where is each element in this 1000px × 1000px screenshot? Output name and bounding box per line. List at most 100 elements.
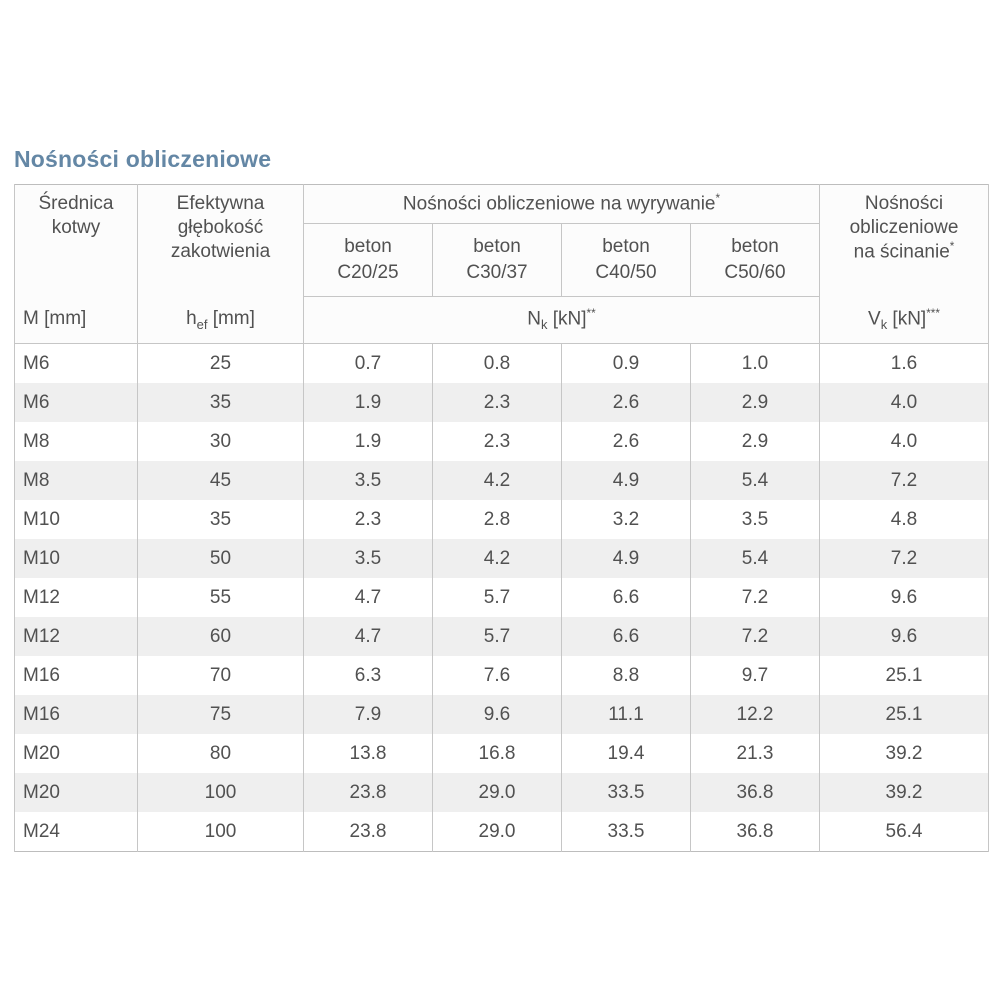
- anchor-size-cell: M6: [14, 343, 138, 383]
- value-cell: 6.6: [561, 578, 691, 617]
- anchor-size-cell: M16: [14, 656, 138, 695]
- value-cell: 4.9: [561, 539, 691, 578]
- value-cell: 9.6: [432, 695, 562, 734]
- table-row: M16 70 6.3 7.6 8.8 9.7 25.1: [14, 656, 989, 695]
- table-row: M6 25 0.7 0.8 0.9 1.0 1.6: [14, 343, 989, 383]
- value-cell: 5.7: [432, 617, 562, 656]
- value-cell: 7.2: [690, 617, 820, 656]
- anchor-diameter-label: Średnica kotwy: [38, 193, 114, 238]
- anchor-size-cell: M20: [14, 734, 138, 773]
- anchor-size-cell: M20: [14, 773, 138, 812]
- value-cell: 1.6: [819, 343, 989, 383]
- shear-stack: Nośności obliczeniowe na ścinanie* Vk [k…: [820, 185, 988, 341]
- value-cell: 4.0: [819, 383, 989, 422]
- value-cell: 36.8: [690, 773, 820, 812]
- value-cell: 21.3: [690, 734, 820, 773]
- value-cell: 3.5: [303, 461, 433, 500]
- value-cell: 3.5: [303, 539, 433, 578]
- value-cell: 56.4: [819, 812, 989, 852]
- header-concrete-c50-60: beton C50/60: [690, 223, 820, 297]
- anchor-size-cell: M10: [14, 539, 138, 578]
- value-cell: 5.4: [690, 539, 820, 578]
- anchor-size-cell: M6: [14, 383, 138, 422]
- value-cell: 7.2: [819, 461, 989, 500]
- value-cell: 16.8: [432, 734, 562, 773]
- header-concrete-c20-25: beton C20/25: [303, 223, 433, 297]
- value-cell: 36.8: [690, 812, 820, 852]
- capacity-table: Średnica kotwy M [mm] Efektywna głębokoś…: [14, 184, 989, 852]
- value-cell: 1.9: [303, 383, 433, 422]
- header-concrete-c30-37: beton C30/37: [432, 223, 562, 297]
- value-cell: 0.8: [432, 343, 562, 383]
- value-cell: 0.9: [561, 343, 691, 383]
- anchor-size-cell: M12: [14, 578, 138, 617]
- table-row: M8 45 3.5 4.2 4.9 5.4 7.2: [14, 461, 989, 500]
- table-body: M6 25 0.7 0.8 0.9 1.0 1.6 M6 35 1.9 2.3 2.6 2.9 4.0 M8…: [14, 343, 989, 852]
- value-cell: 7.2: [690, 578, 820, 617]
- value-cell: 5.4: [690, 461, 820, 500]
- table-row: M6 35 1.9 2.3 2.6 2.9 4.0: [14, 383, 989, 422]
- value-cell: 25: [137, 343, 304, 383]
- value-cell: 19.4: [561, 734, 691, 773]
- table-row: M12 55 4.7 5.7 6.6 7.2 9.6: [14, 578, 989, 617]
- anchor-size-cell: M24: [14, 812, 138, 852]
- table-row: M20 100 23.8 29.0 33.5 36.8 39.2: [14, 773, 989, 812]
- value-cell: 23.8: [303, 773, 433, 812]
- value-cell: 12.2: [690, 695, 820, 734]
- value-cell: 23.8: [303, 812, 433, 852]
- header-pullout-group: Nośności obliczeniowe na wyrywanie*: [303, 184, 820, 224]
- value-cell: 3.2: [561, 500, 691, 539]
- value-cell: 2.9: [690, 422, 820, 461]
- anchor-size-cell: M16: [14, 695, 138, 734]
- value-cell: 0.7: [303, 343, 433, 383]
- value-cell: 80: [137, 734, 304, 773]
- value-cell: 4.0: [819, 422, 989, 461]
- value-cell: 39.2: [819, 773, 989, 812]
- value-cell: 39.2: [819, 734, 989, 773]
- value-cell: 2.6: [561, 383, 691, 422]
- value-cell: 55: [137, 578, 304, 617]
- anchor-size-cell: M10: [14, 500, 138, 539]
- anchor-size-cell: M12: [14, 617, 138, 656]
- value-cell: 29.0: [432, 812, 562, 852]
- effective-depth-stack: Efektywna głębokość zakotwienia hef [mm]: [138, 185, 303, 341]
- value-cell: 50: [137, 539, 304, 578]
- header-shear: Nośności obliczeniowe na ścinanie* Vk [k…: [819, 184, 989, 344]
- value-cell: 9.7: [690, 656, 820, 695]
- header-effective-depth: Efektywna głębokość zakotwienia hef [mm]: [137, 184, 304, 344]
- value-cell: 25.1: [819, 695, 989, 734]
- value-cell: 29.0: [432, 773, 562, 812]
- value-cell: 8.8: [561, 656, 691, 695]
- value-cell: 45: [137, 461, 304, 500]
- value-cell: 2.3: [432, 422, 562, 461]
- table-row: M12 60 4.7 5.7 6.6 7.2 9.6: [14, 617, 989, 656]
- table-row: M16 75 7.9 9.6 11.1 12.2 25.1: [14, 695, 989, 734]
- shear-label: Nośności obliczeniowe na ścinanie*: [849, 193, 959, 262]
- value-cell: 7.9: [303, 695, 433, 734]
- value-cell: 100: [137, 812, 304, 852]
- value-cell: 2.6: [561, 422, 691, 461]
- value-cell: 35: [137, 383, 304, 422]
- effective-depth-unit: hef [mm]: [186, 308, 255, 332]
- value-cell: 25.1: [819, 656, 989, 695]
- value-cell: 4.7: [303, 578, 433, 617]
- value-cell: 1.9: [303, 422, 433, 461]
- header-anchor-diameter: Średnica kotwy M [mm]: [14, 184, 138, 344]
- value-cell: 2.3: [303, 500, 433, 539]
- value-cell: 33.5: [561, 773, 691, 812]
- anchor-diameter-unit: M [mm]: [23, 308, 87, 329]
- value-cell: 4.9: [561, 461, 691, 500]
- value-cell: 2.8: [432, 500, 562, 539]
- value-cell: 9.6: [819, 578, 989, 617]
- value-cell: 70: [137, 656, 304, 695]
- value-cell: 5.7: [432, 578, 562, 617]
- page-title: Nośności obliczeniowe: [14, 146, 272, 172]
- value-cell: 6.3: [303, 656, 433, 695]
- value-cell: 2.3: [432, 383, 562, 422]
- table-header: Średnica kotwy M [mm] Efektywna głębokoś…: [14, 184, 989, 344]
- header-nk-unit: Nk [kN]**: [303, 296, 820, 344]
- value-cell: 33.5: [561, 812, 691, 852]
- value-cell: 4.8: [819, 500, 989, 539]
- anchor-size-cell: M8: [14, 422, 138, 461]
